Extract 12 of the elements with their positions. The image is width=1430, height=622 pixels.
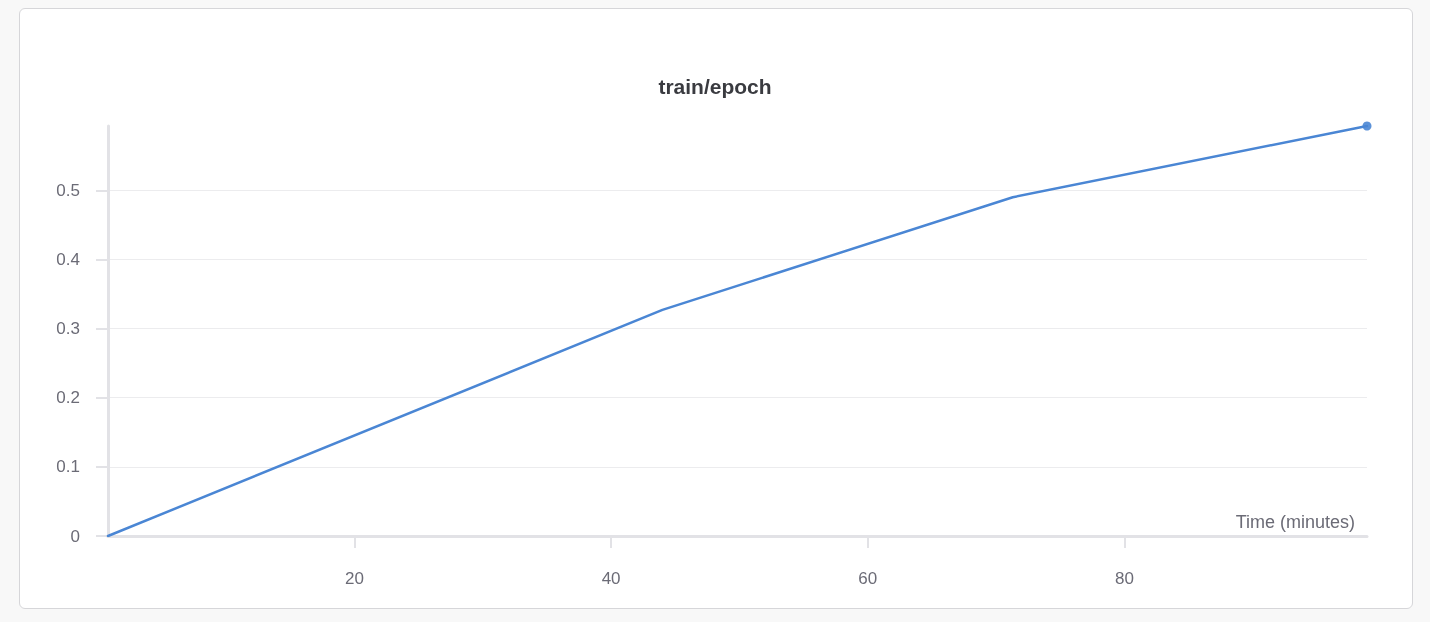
y-tick-label: 0 (70, 526, 80, 546)
y-tick-label: 0.5 (56, 180, 80, 200)
x-axis-title: Time (minutes) (1235, 512, 1355, 532)
y-tick-label: 0.1 (56, 457, 80, 477)
y-tick-label: 0.3 (56, 319, 80, 339)
x-tick-label: 80 (1114, 569, 1134, 588)
x-tick-label: 40 (601, 569, 621, 588)
x-tick-label: 60 (858, 569, 878, 588)
x-tick-label: 20 (344, 569, 364, 588)
y-tick-label: 0.2 (56, 388, 80, 408)
chart-title: train/epoch (658, 75, 772, 98)
y-tick-label: 0.4 (56, 249, 80, 269)
